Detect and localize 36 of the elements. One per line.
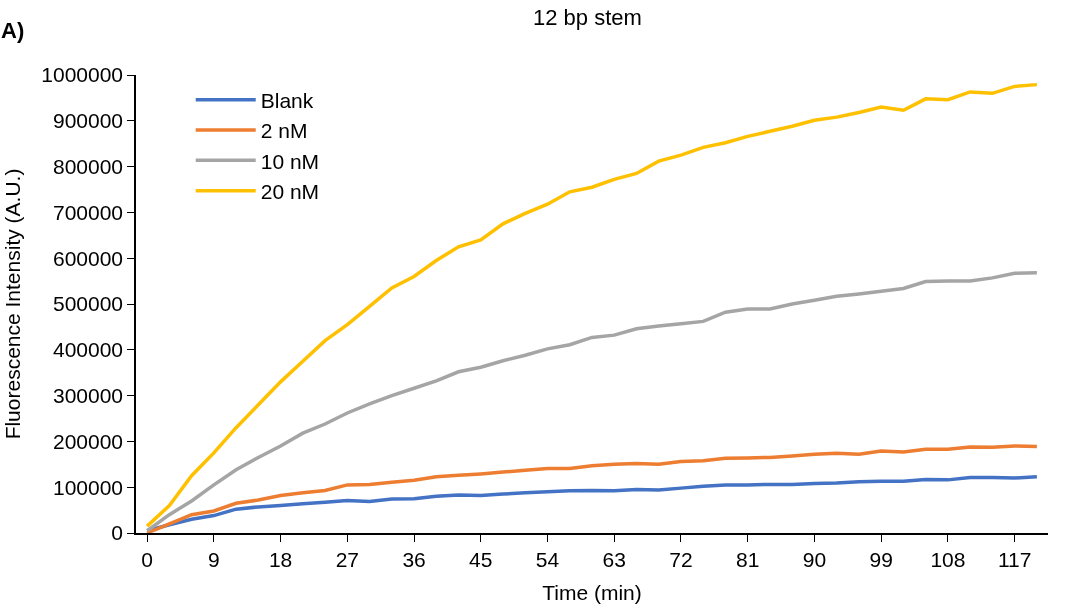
- y-tick-label: 600000: [52, 246, 124, 270]
- text: A): [1, 18, 25, 43]
- x-tick-label: 63: [602, 547, 626, 571]
- y-tick-label: 400000: [52, 338, 124, 362]
- line-series: [145, 82, 1039, 528]
- x-tick-label: 0: [141, 547, 153, 571]
- legend-label: 20 nM: [260, 179, 320, 203]
- y-tick-label: 700000: [52, 200, 124, 224]
- x-tick-label: 27: [335, 547, 359, 571]
- line-series: [145, 271, 1039, 533]
- x-tick-label: 90: [802, 547, 827, 571]
- y-tick-label: 100000: [52, 475, 124, 499]
- y-tick-label: 0: [111, 521, 124, 545]
- x-tick-label: 36: [402, 547, 426, 571]
- legend-label: 2 nM: [260, 119, 308, 143]
- x-tick-label: 117: [997, 547, 1032, 571]
- x-tick-label: 45: [469, 547, 493, 571]
- line-series: [145, 444, 1039, 533]
- y-tick-label: 1000000: [41, 63, 124, 87]
- x-tick-label: 108: [930, 547, 966, 571]
- legend-label: 10 nM: [260, 149, 320, 173]
- x-tick-label: 54: [535, 547, 560, 571]
- y-tick-label: 900000: [52, 109, 124, 133]
- x-tick-label: 72: [669, 547, 693, 571]
- y-tick-label: 800000: [52, 154, 124, 178]
- y-axis-title: Fluorescence Intensity (A.U.): [0, 168, 24, 440]
- legend-label: Blank: [260, 88, 314, 112]
- chart-title: 12 bp stem: [532, 4, 642, 30]
- x-tick-label: 99: [869, 547, 893, 571]
- y-tick-label: 200000: [52, 429, 124, 453]
- x-tick-label: 18: [268, 547, 293, 571]
- y-tick-label: 300000: [52, 383, 124, 407]
- x-axis-title: Time (min): [542, 580, 642, 604]
- x-tick-label: 9: [208, 547, 220, 571]
- x-tick-label: 81: [736, 547, 760, 571]
- y-tick-label: 500000: [52, 292, 124, 316]
